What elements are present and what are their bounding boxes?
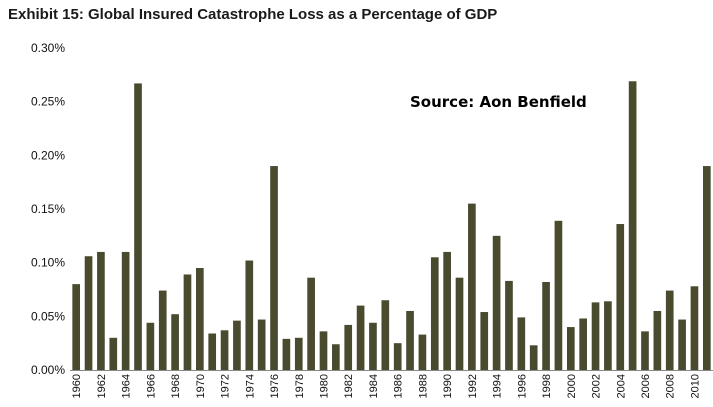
x-tick-label: 2010 [689, 374, 701, 398]
bar [393, 343, 402, 370]
y-tick-label: 0.25% [31, 95, 65, 109]
y-tick-label: 0.20% [31, 148, 65, 162]
bar [591, 302, 600, 370]
bar [158, 290, 167, 370]
bar [430, 257, 439, 370]
bar [554, 220, 563, 370]
x-tick-label: 1984 [368, 374, 380, 398]
bar [381, 300, 390, 370]
x-tick-label: 1974 [244, 374, 256, 398]
bar [84, 256, 93, 370]
x-tick-label: 1996 [516, 374, 528, 398]
bar [134, 83, 142, 371]
bar [529, 345, 538, 370]
bar [604, 301, 612, 370]
bar [406, 310, 414, 370]
bar [492, 235, 501, 370]
bar [97, 251, 105, 370]
bar [319, 331, 328, 370]
x-tick-label: 2006 [640, 374, 652, 398]
bar [121, 251, 130, 370]
bar [628, 81, 637, 371]
x-tick-label: 2002 [591, 374, 603, 398]
bar [702, 166, 711, 370]
x-tick-label: 1960 [71, 374, 83, 398]
bar [653, 310, 662, 370]
bar [72, 284, 81, 370]
bar [418, 334, 427, 370]
bar [356, 305, 365, 370]
x-tick-label: 1968 [170, 374, 182, 398]
x-tick-label: 1966 [145, 374, 157, 398]
bar [208, 333, 217, 370]
y-tick-label: 0.05% [31, 309, 65, 323]
y-axis: 0.00% 0.05% 0.10% 0.15% 0.20% 0.25% 0.30% [31, 41, 713, 377]
x-tick-label: 1972 [220, 374, 232, 398]
x-tick-label: 1982 [343, 374, 355, 398]
x-tick-label: 2000 [566, 374, 578, 398]
bar [196, 268, 204, 370]
bar [505, 280, 513, 370]
source-annotation: Source: Aon Benfield [410, 93, 587, 111]
bar [369, 322, 377, 370]
x-axis: 1960 1962 1964 1966 1968 1970 1972 1974 1976 1978… [71, 374, 701, 398]
bar [616, 224, 625, 370]
bar [468, 203, 476, 370]
bar [257, 319, 266, 370]
bar [307, 277, 315, 370]
bar [183, 274, 192, 370]
x-tick-label: 2008 [665, 374, 677, 398]
bar [171, 314, 179, 370]
x-tick-label: 1988 [417, 374, 429, 398]
y-tick-label: 0.30% [31, 41, 65, 55]
x-tick-label: 2004 [615, 374, 627, 398]
bar [332, 344, 340, 370]
bar [579, 318, 587, 370]
bar [220, 330, 229, 370]
x-tick-label: 1962 [96, 374, 108, 398]
x-tick-label: 1998 [541, 374, 553, 398]
y-tick-label: 0.10% [31, 256, 65, 270]
y-tick-label: 0.15% [31, 202, 65, 216]
bar [270, 166, 278, 370]
y-tick-label: 0.00% [31, 363, 65, 377]
bars [72, 81, 711, 371]
bar [542, 281, 550, 370]
x-tick-label: 1976 [269, 374, 281, 398]
x-tick-label: 1992 [467, 374, 479, 398]
bar [455, 277, 464, 370]
bar [566, 327, 575, 370]
x-tick-label: 1970 [195, 374, 207, 398]
x-tick-label: 1980 [318, 374, 330, 398]
x-tick-label: 1994 [492, 374, 504, 398]
x-tick-label: 1964 [121, 374, 133, 398]
bar [480, 312, 489, 370]
bar [517, 317, 526, 370]
chart-title: Exhibit 15: Global Insured Catastrophe L… [8, 6, 498, 23]
bar [344, 324, 353, 370]
bar [233, 320, 241, 370]
bar [665, 290, 674, 370]
x-tick-label: 1990 [442, 374, 454, 398]
x-tick-label: 1978 [294, 374, 306, 398]
bar [678, 319, 686, 370]
bar [443, 251, 451, 370]
bar [641, 331, 649, 370]
bar [690, 286, 699, 370]
bar [245, 260, 254, 370]
bar [282, 338, 291, 370]
bar [109, 337, 118, 370]
x-tick-label: 1986 [393, 374, 405, 398]
bar [294, 337, 303, 370]
bar [146, 322, 155, 370]
